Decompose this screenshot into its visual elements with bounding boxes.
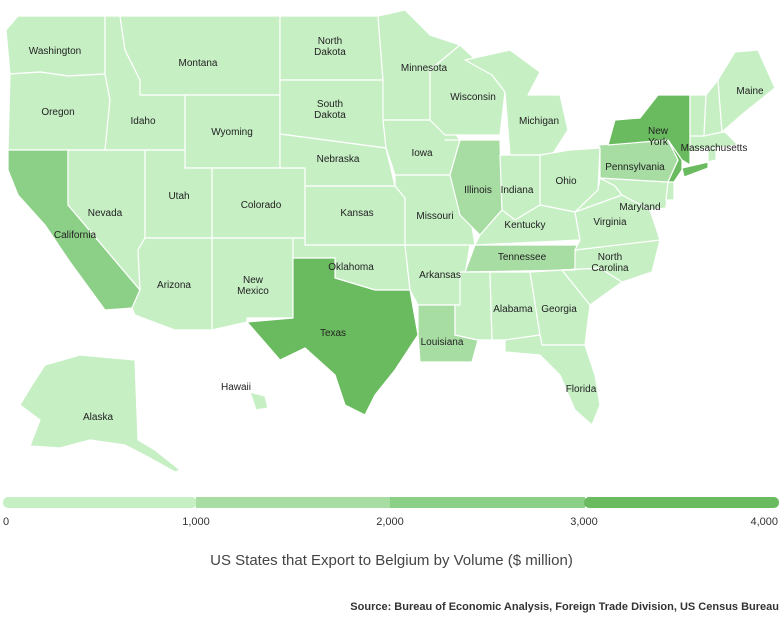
label-new-mexico: New Mexico: [237, 275, 269, 297]
label-illinois: Illinois: [464, 185, 492, 196]
label-colorado: Colorado: [241, 200, 282, 211]
state-texas[interactable]: [246, 257, 419, 416]
label-arkansas: Arkansas: [419, 270, 461, 281]
state-hawaii[interactable]: [249, 391, 269, 411]
state-kentucky[interactable]: [474, 204, 581, 246]
label-montana: Montana: [179, 58, 218, 69]
label-texas: Texas: [320, 328, 346, 339]
map-title: US States that Export to Belgium by Volu…: [210, 552, 573, 569]
state-michigan[interactable]: [464, 49, 569, 156]
label-hawaii: Hawaii: [221, 382, 251, 393]
label-wisconsin: Wisconsin: [450, 92, 496, 103]
label-california: California: [54, 230, 97, 241]
label-minnesota: Minnesota: [401, 63, 448, 74]
label-alabama: Alabama: [493, 304, 533, 315]
label-ohio: Ohio: [555, 176, 577, 187]
state-delaware[interactable]: [665, 181, 675, 201]
label-arizona: Arizona: [157, 280, 191, 291]
label-kansas: Kansas: [340, 208, 373, 219]
state-florida[interactable]: [504, 334, 601, 426]
state-maine[interactable]: [717, 49, 776, 133]
color-scale-legend: 0 1,000 2,000 3,000 4,000: [3, 497, 779, 528]
state-massachusetts[interactable]: [689, 131, 739, 153]
state-alaska[interactable]: [19, 354, 181, 473]
legend-tick-3: 3,000: [570, 516, 598, 528]
label-nebraska: Nebraska: [317, 154, 360, 165]
legend-bin-1: [196, 497, 391, 508]
label-virginia: Virginia: [593, 217, 627, 228]
label-oregon: Oregon: [41, 107, 74, 118]
legend-tick-0: 0: [3, 516, 9, 528]
state-mississippi[interactable]: [454, 271, 493, 341]
state-labels: Washington Oregon California Nevada Idah…: [29, 36, 764, 423]
label-kentucky: Kentucky: [504, 220, 545, 231]
label-tennessee: Tennessee: [498, 252, 547, 263]
source-note: Source: Bureau of Economic Analysis, For…: [350, 601, 779, 613]
label-wyoming: Wyoming: [211, 127, 253, 138]
label-utah: Utah: [168, 191, 189, 202]
state-north-carolina[interactable]: [561, 239, 661, 283]
label-alaska: Alaska: [83, 412, 113, 423]
label-nevada: Nevada: [88, 208, 123, 219]
label-iowa: Iowa: [411, 148, 433, 159]
legend-bin-3: [584, 497, 779, 508]
state-vermont[interactable]: [689, 94, 707, 137]
label-indiana: Indiana: [501, 185, 534, 196]
label-michigan: Michigan: [519, 116, 559, 127]
state-montana[interactable]: [119, 15, 281, 96]
label-louisiana: Louisiana: [421, 337, 464, 348]
label-north-carolina: North Carolina: [591, 252, 629, 274]
legend-bin-0: [3, 497, 197, 508]
state-wisconsin[interactable]: [429, 44, 506, 136]
label-pennsylvania: Pennsylvania: [605, 162, 665, 173]
label-idaho: Idaho: [130, 116, 155, 127]
state-connecticut[interactable]: [681, 161, 709, 178]
state-illinois[interactable]: [444, 139, 503, 236]
legend-tick-2: 2,000: [376, 516, 404, 528]
label-oklahoma: Oklahoma: [328, 262, 374, 273]
legend-tick-1: 1,000: [182, 516, 210, 528]
label-florida: Florida: [566, 384, 597, 395]
label-washington: Washington: [29, 46, 81, 57]
legend-tick-4: 4,000: [750, 516, 778, 528]
label-maryland: Maryland: [619, 202, 660, 213]
label-new-york: New York: [648, 126, 669, 148]
label-south-dakota: South Dakota: [314, 99, 346, 121]
legend-bin-2: [390, 497, 585, 508]
label-missouri: Missouri: [416, 211, 453, 222]
label-maine: Maine: [736, 86, 764, 97]
label-georgia: Georgia: [541, 304, 577, 315]
label-north-dakota: North Dakota: [314, 36, 346, 58]
label-massachusetts: Massachusetts: [681, 143, 748, 154]
